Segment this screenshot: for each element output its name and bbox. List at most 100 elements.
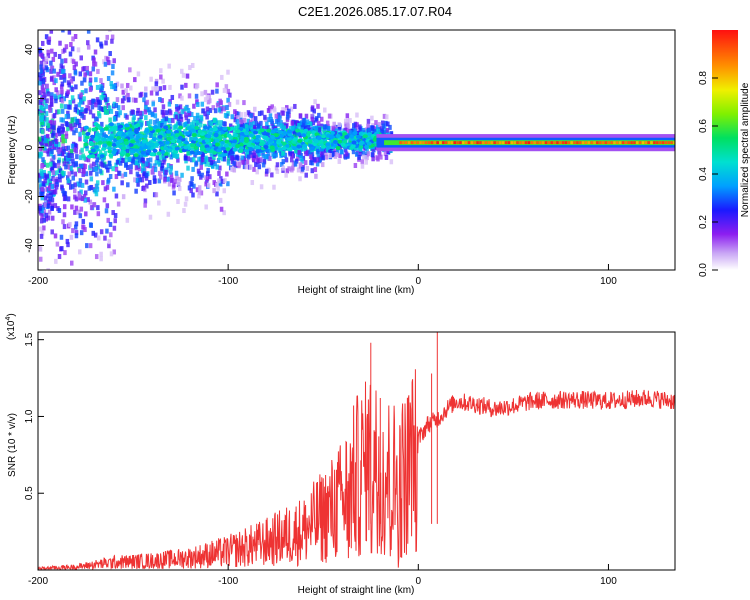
spectrogram-cell [82, 77, 87, 83]
ridge-core [533, 141, 536, 145]
spectrogram-cell [148, 119, 153, 125]
spectrogram-cell [43, 195, 48, 201]
spectrogram-cell [345, 119, 350, 125]
spectrogram-cell [213, 108, 218, 114]
spectrogram-blob [372, 137, 378, 142]
spectrogram-blob [191, 132, 197, 137]
spectrogram-blob [213, 133, 219, 138]
spectrogram-blob [235, 129, 241, 134]
spectrogram-cell [38, 99, 43, 105]
spectrogram-cell [38, 111, 43, 117]
spectrogram-blob [255, 134, 261, 139]
spectrogram-cell [45, 83, 49, 89]
spectrogram-blob [83, 138, 89, 143]
spectrogram-cell [213, 161, 217, 167]
spectrogram-blob [314, 132, 320, 137]
spectrogram-cell [305, 119, 310, 125]
spectrogram-cell [215, 82, 219, 88]
ridge-core [447, 141, 451, 145]
spectrogram-cell [275, 168, 280, 174]
spectrogram-cell [116, 201, 121, 207]
spectrogram-cell [313, 99, 317, 105]
spectrogram-cell [112, 58, 116, 64]
spectrogram-cell [244, 124, 249, 130]
spectrogram-cell [108, 117, 112, 123]
spectrogram-cell [199, 164, 203, 170]
ridge-core [479, 141, 482, 145]
spectrogram-cell [85, 65, 89, 71]
spectrogram-cell [71, 98, 76, 104]
spectrogram-cell [301, 121, 306, 127]
spectrogram-cell [40, 186, 45, 192]
ridge-core [507, 141, 511, 145]
spectrogram-cell [196, 168, 201, 174]
spectrogram-cell [44, 141, 48, 147]
spectrogram-cell [73, 209, 77, 215]
spectrogram-blob [84, 135, 90, 140]
spectrogram-cell [124, 143, 129, 149]
spectrogram-cell [70, 169, 74, 175]
spectrogram-cell [261, 153, 266, 159]
spectrogram-cell [174, 111, 178, 117]
spectrogram-blob [173, 129, 179, 134]
spectrogram-cell [221, 152, 226, 158]
spectrogram-cell [50, 128, 54, 134]
spectrogram-cell [296, 156, 300, 162]
spectrogram-blob [125, 152, 131, 157]
spectrogram-cell [379, 154, 383, 160]
spectrogram-cell [72, 146, 76, 152]
spectrogram-cell [280, 123, 284, 129]
ridge-core [593, 141, 596, 145]
spectrogram-cell [43, 99, 47, 105]
spectrogram-cell [57, 141, 61, 147]
spectrogram-cell [108, 164, 112, 170]
spectrogram-cell [62, 204, 67, 210]
spectrogram-cell [309, 160, 313, 166]
ridge-core [567, 141, 571, 145]
spectrogram-cell [159, 165, 164, 171]
spectrogram-cell [261, 162, 266, 168]
ridge-core [621, 141, 625, 145]
ridge-core [530, 141, 533, 145]
ridge-core [416, 141, 419, 145]
spectrogram-blob [185, 131, 191, 136]
spectrogram-cell [74, 230, 79, 236]
spectrogram-cell [112, 129, 117, 135]
spectrogram-cell [131, 156, 136, 162]
spectrogram-cell [182, 131, 187, 137]
spectrogram-cell [101, 10, 105, 15]
spectrogram-cell [316, 148, 320, 154]
spectrogram-cell [51, 139, 56, 145]
ridge-core [610, 141, 613, 145]
ridge-core [673, 141, 675, 145]
spectrogram-cell [206, 167, 210, 173]
spectrogram-cell [265, 125, 269, 131]
spectrogram-cell [41, 79, 46, 85]
spectrogram-cell [38, 80, 42, 86]
spectrogram-cell [275, 162, 280, 168]
spectrogram-blob [97, 140, 103, 145]
spectrogram-cell [38, 256, 43, 262]
spectrogram-cell [88, 109, 93, 115]
y-tick-label: 1.0 [24, 409, 35, 423]
spectrogram-cell [59, 84, 64, 90]
spectrogram-cell [59, 93, 64, 99]
spectrogram-cell [225, 151, 229, 157]
ridge-core [444, 141, 448, 145]
spectrogram-blob [133, 129, 139, 134]
spectrogram-cell [226, 88, 231, 94]
spectrogram-cell [148, 163, 153, 169]
spectrogram-cell [357, 154, 361, 160]
spectrogram-cell [81, 218, 86, 224]
spectrogram-cell [314, 173, 318, 179]
spectrogram-cell [124, 88, 128, 94]
spectrogram-cell [44, 65, 49, 71]
spectrogram-cell [129, 85, 133, 91]
spectrogram-cell [145, 183, 149, 189]
spectrogram-cell [75, 118, 80, 124]
spectrogram-cell [218, 165, 222, 171]
spectrogram-cell [95, 37, 100, 43]
spectrogram-cell [135, 110, 140, 116]
spectrogram-cell [242, 117, 247, 123]
spectrogram-cell [61, 141, 65, 147]
